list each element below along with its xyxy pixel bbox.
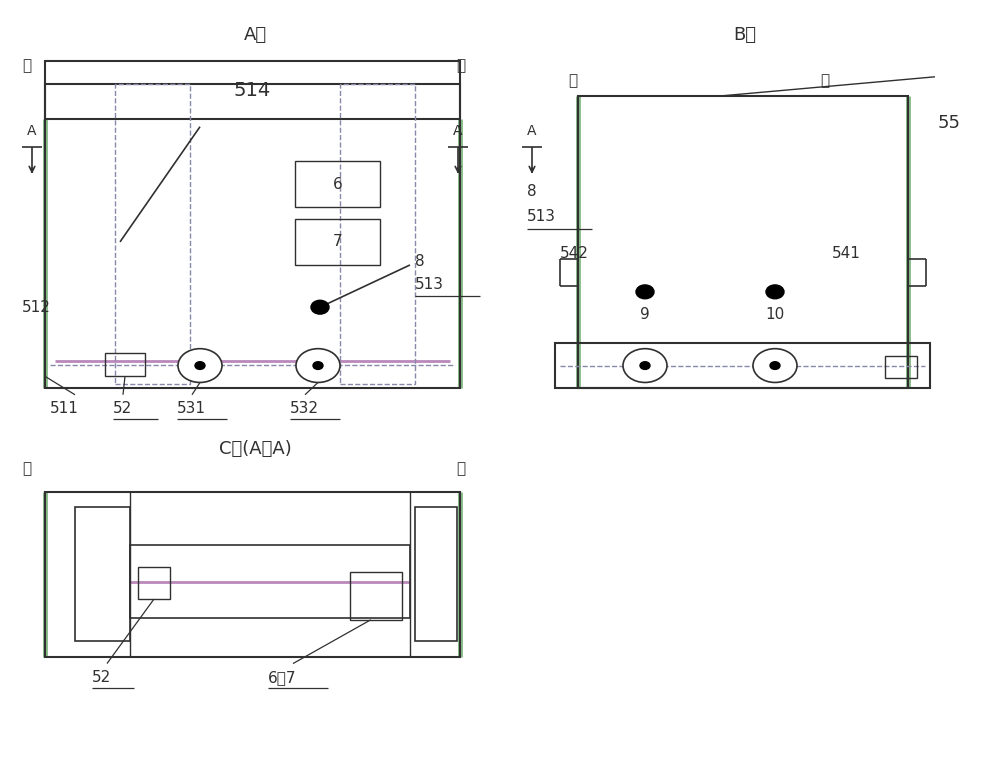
Text: 左: 左 bbox=[22, 58, 31, 73]
Bar bbox=[45, 84, 460, 388]
Text: 右: 右 bbox=[456, 461, 465, 476]
Text: 541: 541 bbox=[832, 246, 861, 261]
Circle shape bbox=[640, 362, 650, 369]
Text: 9: 9 bbox=[640, 307, 650, 323]
Text: A: A bbox=[527, 124, 537, 137]
Text: 8: 8 bbox=[415, 253, 425, 269]
Circle shape bbox=[311, 300, 329, 314]
Text: 513: 513 bbox=[415, 276, 444, 292]
Bar bbox=[885, 356, 917, 378]
Text: A: A bbox=[453, 124, 463, 137]
Circle shape bbox=[753, 349, 797, 382]
Bar bbox=[45, 492, 460, 657]
Text: 514: 514 bbox=[234, 81, 271, 100]
Text: 左: 左 bbox=[820, 73, 829, 88]
Text: C面(A－A): C面(A－A) bbox=[219, 440, 291, 458]
Circle shape bbox=[313, 362, 323, 369]
Text: 右: 右 bbox=[568, 73, 577, 88]
Text: 55: 55 bbox=[938, 114, 961, 132]
Bar bbox=[115, 84, 190, 384]
Text: B面: B面 bbox=[734, 25, 757, 44]
Text: 513: 513 bbox=[527, 209, 556, 224]
Bar bbox=[138, 567, 170, 599]
Bar bbox=[295, 219, 380, 265]
Text: 512: 512 bbox=[22, 300, 51, 315]
Circle shape bbox=[178, 349, 222, 382]
Circle shape bbox=[636, 285, 654, 299]
Circle shape bbox=[766, 285, 784, 299]
Text: 6、7: 6、7 bbox=[268, 670, 296, 685]
Circle shape bbox=[195, 362, 205, 369]
Text: A: A bbox=[27, 124, 37, 137]
Bar bbox=[578, 96, 908, 388]
Bar bbox=[340, 84, 415, 384]
Text: 右: 右 bbox=[456, 58, 465, 73]
Text: 532: 532 bbox=[290, 401, 319, 416]
Text: 10: 10 bbox=[765, 307, 785, 323]
Text: 左: 左 bbox=[22, 461, 31, 476]
Text: 6: 6 bbox=[333, 177, 342, 192]
Bar bbox=[415, 507, 457, 641]
Bar bbox=[555, 343, 930, 388]
Text: 8: 8 bbox=[527, 184, 537, 200]
Text: 531: 531 bbox=[177, 401, 206, 416]
Text: 7: 7 bbox=[333, 234, 342, 250]
Text: A面: A面 bbox=[243, 25, 267, 44]
Bar bbox=[45, 61, 460, 119]
Bar bbox=[295, 161, 380, 207]
Circle shape bbox=[296, 349, 340, 382]
Text: 52: 52 bbox=[113, 401, 132, 416]
Text: 511: 511 bbox=[50, 401, 79, 416]
Text: 52: 52 bbox=[92, 670, 111, 685]
Circle shape bbox=[770, 362, 780, 369]
Circle shape bbox=[623, 349, 667, 382]
Bar bbox=[105, 353, 145, 376]
Bar bbox=[350, 572, 402, 620]
Bar bbox=[75, 507, 130, 641]
Text: 542: 542 bbox=[560, 246, 589, 261]
Bar bbox=[130, 545, 410, 618]
